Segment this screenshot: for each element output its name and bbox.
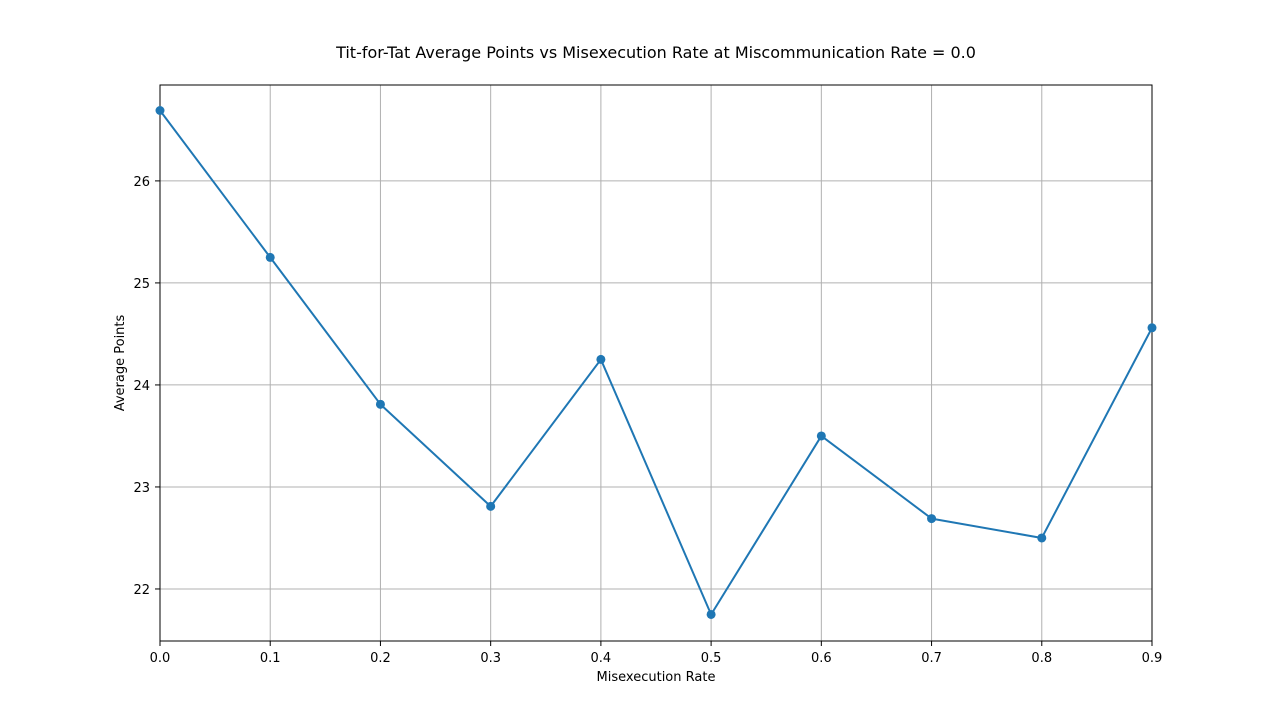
y-tick-label: 23 <box>133 481 150 496</box>
data-point <box>706 609 716 619</box>
y-tick-label: 26 <box>133 175 150 190</box>
series <box>155 106 1157 619</box>
series-line <box>159 109 1153 616</box>
x-tick-label: 0.9 <box>1142 651 1163 666</box>
x-axis-label: Misexecution Rate <box>597 670 716 685</box>
chart-title: Tit-for-Tat Average Points vs Misexecuti… <box>335 43 976 62</box>
axis-ticks: 0.0 0.1 0.2 0.3 0.4 0.5 0.6 0.7 0.8 0.9 22 23 24 25 26 <box>133 175 1162 666</box>
plot-frame <box>159 84 1153 642</box>
x-tick-label: 0.3 <box>480 651 501 666</box>
data-point <box>375 399 385 409</box>
data-point <box>1037 533 1047 543</box>
y-tick-label: 24 <box>133 379 150 394</box>
y-axis-label: Average Points <box>113 314 128 411</box>
x-tick-label: 0.8 <box>1031 651 1052 666</box>
x-tick-label: 0.0 <box>150 651 171 666</box>
y-tick-label: 22 <box>133 583 150 598</box>
y-tick-label: 25 <box>133 277 150 292</box>
data-point <box>927 514 937 524</box>
x-tick-label: 0.1 <box>260 651 281 666</box>
data-point <box>816 431 826 441</box>
data-point <box>486 501 496 511</box>
x-tick-label: 0.4 <box>591 651 612 666</box>
data-point <box>1147 323 1157 333</box>
data-point <box>596 354 606 364</box>
x-tick-label: 0.7 <box>921 651 942 666</box>
x-tick-label: 0.6 <box>811 651 832 666</box>
data-point <box>155 106 165 116</box>
x-tick-label: 0.2 <box>370 651 391 666</box>
data-point <box>265 252 275 262</box>
x-tick-label: 0.5 <box>701 651 722 666</box>
grid <box>159 85 1153 641</box>
